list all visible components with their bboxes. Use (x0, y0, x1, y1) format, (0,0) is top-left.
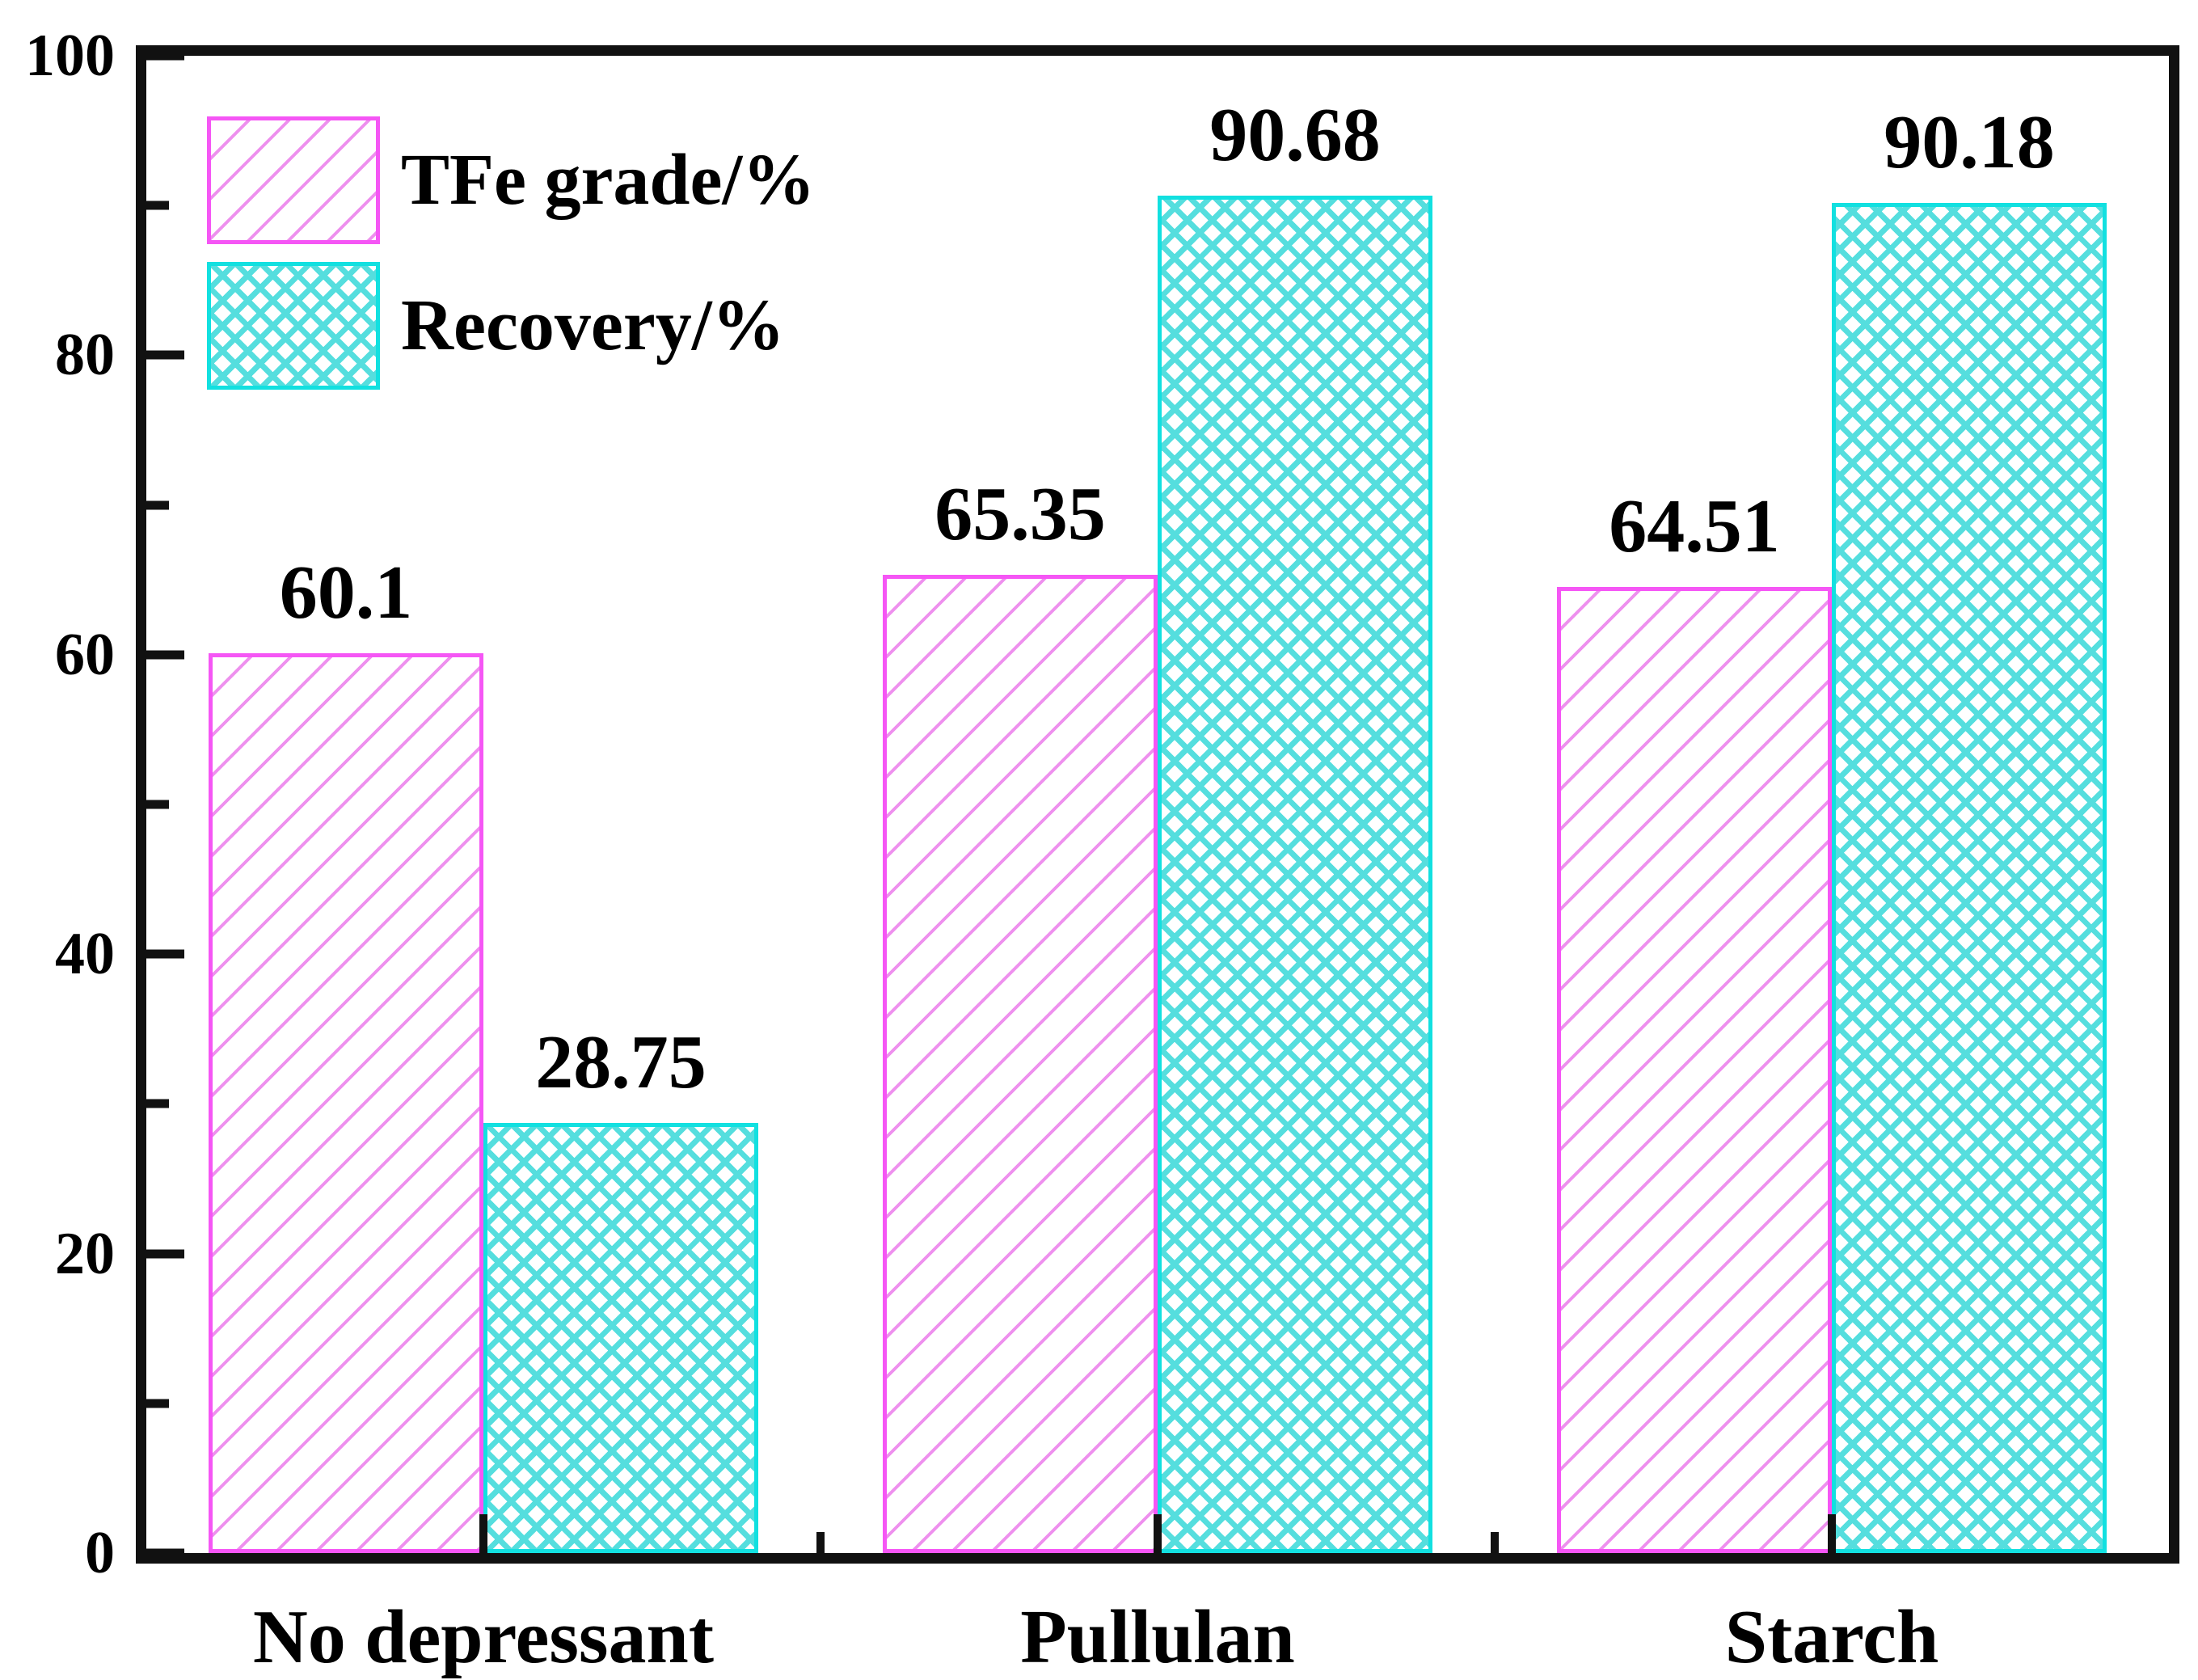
y-axis-major-tick-60 (146, 650, 184, 660)
y-axis-minor-tick-10 (146, 1399, 169, 1408)
y-axis-major-tick-100 (146, 51, 184, 61)
bar-tfe-grade-no-depressant (209, 652, 483, 1553)
y-axis-tick-label-60: 60 (55, 621, 115, 688)
y-axis-major-tick-20 (146, 1249, 184, 1259)
x-axis-category-label-no-depressant: No depressant (252, 1595, 715, 1679)
legend: TFe grade/% Recovery/% (207, 116, 815, 390)
legend-label-recovery: Recovery/% (401, 285, 785, 365)
bar-recovery-starch (1832, 202, 2107, 1553)
legend-label-tfe-grade: TFe grade/% (401, 140, 816, 220)
x-axis-category-label-starch: Starch (1724, 1595, 1939, 1679)
bar-value-label-tfe-grade-pullulan: 65.35 (934, 471, 1106, 556)
x-axis-major-tick-pullulan (1154, 1514, 1162, 1553)
plot-area: TFe grade/% Recovery/% 60.1 28.75 65.35 90.… (136, 45, 2179, 1564)
legend-swatch-tfe-grade-icon (207, 116, 380, 244)
bar-value-label-tfe-grade-starch: 64.51 (1609, 484, 1780, 569)
y-axis-minor-tick-30 (146, 1099, 169, 1108)
y-axis-tick-label-80: 80 (55, 322, 115, 389)
y-axis-minor-tick-50 (146, 800, 169, 809)
y-axis-major-tick-80 (146, 350, 184, 360)
bar-value-label-recovery-pullulan: 90.68 (1209, 92, 1381, 177)
bar-value-label-recovery-no-depressant: 28.75 (535, 1019, 707, 1104)
x-axis-minor-tick-1 (816, 1532, 825, 1553)
x-axis-category-label-pullulan: Pullulan (1020, 1595, 1295, 1679)
y-axis-major-tick-40 (146, 949, 184, 959)
bar-recovery-pullulan (1158, 195, 1432, 1553)
bar-tfe-grade-pullulan (883, 574, 1158, 1553)
x-axis-minor-tick-2 (1491, 1532, 1499, 1553)
x-axis-major-tick-no-depressant (479, 1514, 487, 1553)
y-axis-tick-label-0: 0 (85, 1520, 115, 1586)
y-axis-tick-label-20: 20 (55, 1220, 115, 1287)
y-axis-tick-label-100: 100 (25, 23, 115, 89)
bar-value-label-tfe-grade-no-depressant: 60.1 (279, 550, 413, 635)
y-axis-tick-label-40: 40 (55, 921, 115, 988)
y-axis-major-tick-0 (146, 1548, 184, 1558)
bar-tfe-grade-starch (1557, 587, 1832, 1553)
y-axis-minor-tick-90 (146, 201, 169, 210)
legend-item-recovery: Recovery/% (207, 262, 815, 390)
legend-swatch-recovery-icon (207, 262, 380, 390)
y-axis-minor-tick-70 (146, 500, 169, 510)
x-axis-major-tick-starch (1828, 1514, 1836, 1553)
bar-value-label-recovery-starch: 90.18 (1884, 99, 2055, 184)
bar-recovery-no-depressant (483, 1122, 758, 1553)
legend-item-tfe-grade: TFe grade/% (207, 116, 815, 244)
